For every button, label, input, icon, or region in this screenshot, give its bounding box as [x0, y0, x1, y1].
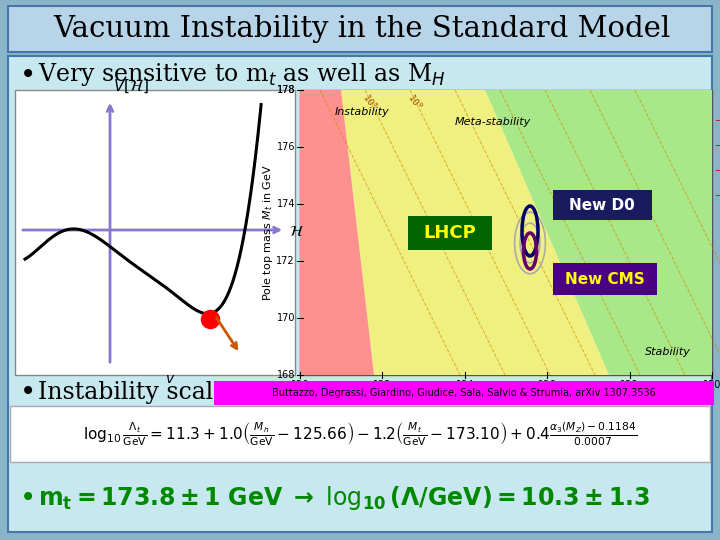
Text: LHCP: LHCP	[423, 224, 477, 242]
Text: $\mathbf{m_t = 173.8 \pm 1\ GeV\ \rightarrow\ \log_{10}(\Lambda/GeV) = 10.3 \pm : $\mathbf{m_t = 173.8 \pm 1\ GeV\ \righta…	[38, 484, 650, 512]
Text: 170: 170	[276, 313, 295, 323]
Text: 126: 126	[538, 380, 557, 390]
FancyBboxPatch shape	[553, 190, 652, 220]
Text: $\mathcal{H}$: $\mathcal{H}$	[289, 225, 304, 239]
FancyBboxPatch shape	[553, 263, 657, 295]
Text: $-10^{12}$: $-10^{12}$	[714, 164, 720, 176]
Text: $10^9$: $10^9$	[405, 91, 425, 112]
Text: Higgs pole mass $M_h$ in GeV: Higgs pole mass $M_h$ in GeV	[430, 393, 582, 407]
Text: Pole top mass $M_t$ in GeV: Pole top mass $M_t$ in GeV	[261, 164, 275, 301]
FancyBboxPatch shape	[8, 6, 712, 52]
Text: $v$: $v$	[165, 372, 175, 386]
FancyBboxPatch shape	[10, 406, 710, 462]
Text: Meta-stability: Meta-stability	[455, 117, 531, 127]
Text: •: •	[20, 61, 36, 89]
Text: $-10^{11}$: $-10^{11}$	[714, 139, 720, 151]
Text: 168: 168	[276, 370, 295, 380]
Text: Stability: Stability	[645, 347, 691, 357]
Text: Instability scale:: Instability scale:	[38, 381, 235, 403]
Text: •: •	[20, 378, 36, 406]
Text: New CMS: New CMS	[565, 272, 645, 287]
Text: $V[\mathcal{H}]$: $V[\mathcal{H}]$	[113, 78, 149, 95]
Text: 178: 178	[276, 85, 295, 95]
Text: 178: 178	[276, 85, 295, 95]
FancyBboxPatch shape	[214, 381, 714, 405]
Text: 130: 130	[703, 380, 720, 390]
Polygon shape	[485, 90, 712, 375]
Bar	[300, 90, 712, 375]
Text: 122: 122	[373, 380, 392, 390]
Text: 128: 128	[621, 380, 639, 390]
Text: 172: 172	[276, 256, 295, 266]
FancyBboxPatch shape	[8, 56, 712, 532]
Text: $\log_{10} \frac{\Lambda_t}{\mathrm{GeV}} = 11.3 + 1.0\left(\frac{M_h}{\mathrm{G: $\log_{10} \frac{\Lambda_t}{\mathrm{GeV}…	[83, 420, 637, 448]
Polygon shape	[341, 90, 609, 375]
Text: $-10^{13}$: $-10^{13}$	[714, 189, 720, 201]
Text: 124: 124	[456, 380, 474, 390]
Text: Buttazzo, Degrassi, Giardino, Giudice, Sala, Salvio & Strumia, arXiv 1307.3536: Buttazzo, Degrassi, Giardino, Giudice, S…	[272, 388, 656, 398]
Text: $10^8$: $10^8$	[360, 91, 380, 112]
Text: •: •	[20, 484, 36, 512]
Text: New D0: New D0	[569, 198, 635, 213]
FancyBboxPatch shape	[408, 216, 492, 250]
Bar	[15, 90, 295, 375]
Text: Very sensitive to m$_t$ as well as M$_H$: Very sensitive to m$_t$ as well as M$_H$	[38, 62, 446, 89]
Text: 174: 174	[276, 199, 295, 209]
Text: Instability: Instability	[335, 107, 390, 117]
Text: 176: 176	[276, 142, 295, 152]
Polygon shape	[300, 90, 374, 375]
Text: 120: 120	[291, 380, 310, 390]
Text: $-10^{10}$: $-10^{10}$	[714, 114, 720, 126]
Text: Vacuum Instability in the Standard Model: Vacuum Instability in the Standard Model	[53, 15, 670, 43]
